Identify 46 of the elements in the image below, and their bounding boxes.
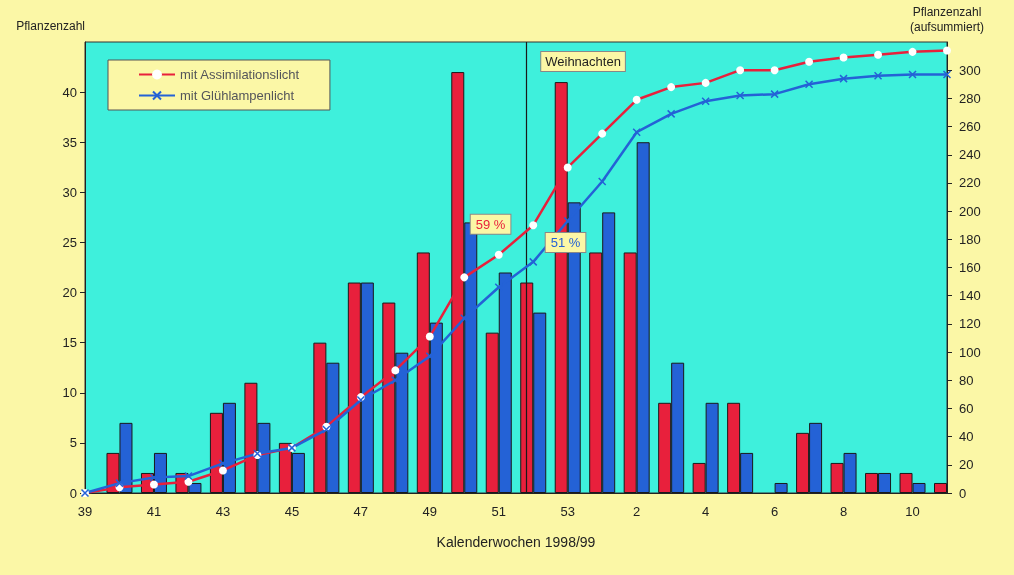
y2-tick-label: 240 — [959, 147, 981, 163]
y2-tick-label: 260 — [959, 119, 981, 135]
x-tick-label: 53 — [560, 504, 575, 519]
y2-tick-label: 120 — [959, 316, 981, 332]
y-tick-label: 40 — [62, 84, 77, 100]
y-tick-label: 10 — [62, 385, 77, 401]
y-axis-title: Pflanzenzahl — [16, 19, 85, 33]
x-tick-label: 6 — [770, 504, 779, 519]
x-tick-label: 2 — [633, 504, 641, 519]
x-axis-title: Kalenderwochen 1998/99 — [436, 534, 596, 550]
x-tick-label: 10 — [905, 504, 920, 519]
y2-tick-label: 0 — [959, 485, 967, 501]
x-tick-label: 8 — [839, 504, 848, 519]
y-tick-label: 0 — [69, 485, 77, 501]
y2-tick-label: 200 — [959, 203, 981, 219]
x-tick-label: 39 — [77, 504, 93, 519]
y-tick-label: 5 — [69, 435, 77, 451]
x-tick-label: 51 — [491, 504, 506, 519]
y2-tick-label: 220 — [959, 175, 981, 191]
y2-tick-label: 80 — [959, 372, 974, 388]
y2-tick-label: 140 — [959, 288, 981, 304]
legend-label: mit Assimilationslicht — [180, 67, 300, 82]
y-tick-label: 30 — [62, 184, 77, 200]
y-tick-label: 20 — [62, 285, 77, 301]
x-tick-label: 49 — [422, 504, 438, 519]
x-tick-label: 41 — [146, 504, 162, 519]
y-tick-label: 25 — [62, 234, 77, 250]
y-tick-label: 15 — [62, 335, 77, 351]
annotation: Weihnachten — [545, 54, 621, 69]
y2-tick-label: 60 — [959, 400, 974, 416]
y2-tick-label: 100 — [959, 344, 981, 360]
y2-tick-label: 40 — [959, 429, 974, 445]
legend-label: mit Glühlampenlicht — [180, 88, 295, 103]
y2-tick-label: 180 — [959, 231, 981, 247]
x-tick-label: 4 — [702, 504, 710, 519]
y2-tick-label: 300 — [959, 62, 981, 78]
annotation: 51 % — [550, 234, 581, 250]
x-tick-label: 43 — [215, 504, 231, 519]
y2-axis-title: Pflanzenzahl (aufsummiert) — [909, 4, 985, 34]
y2-tick-label: 160 — [959, 260, 981, 275]
y-tick-label: 35 — [62, 134, 77, 150]
y2-tick-label: 280 — [959, 90, 981, 106]
annotation: 59 % — [475, 216, 506, 232]
x-tick-label: 47 — [353, 504, 369, 519]
y2-tick-label: 20 — [959, 457, 974, 473]
x-tick-label: 45 — [284, 504, 300, 519]
